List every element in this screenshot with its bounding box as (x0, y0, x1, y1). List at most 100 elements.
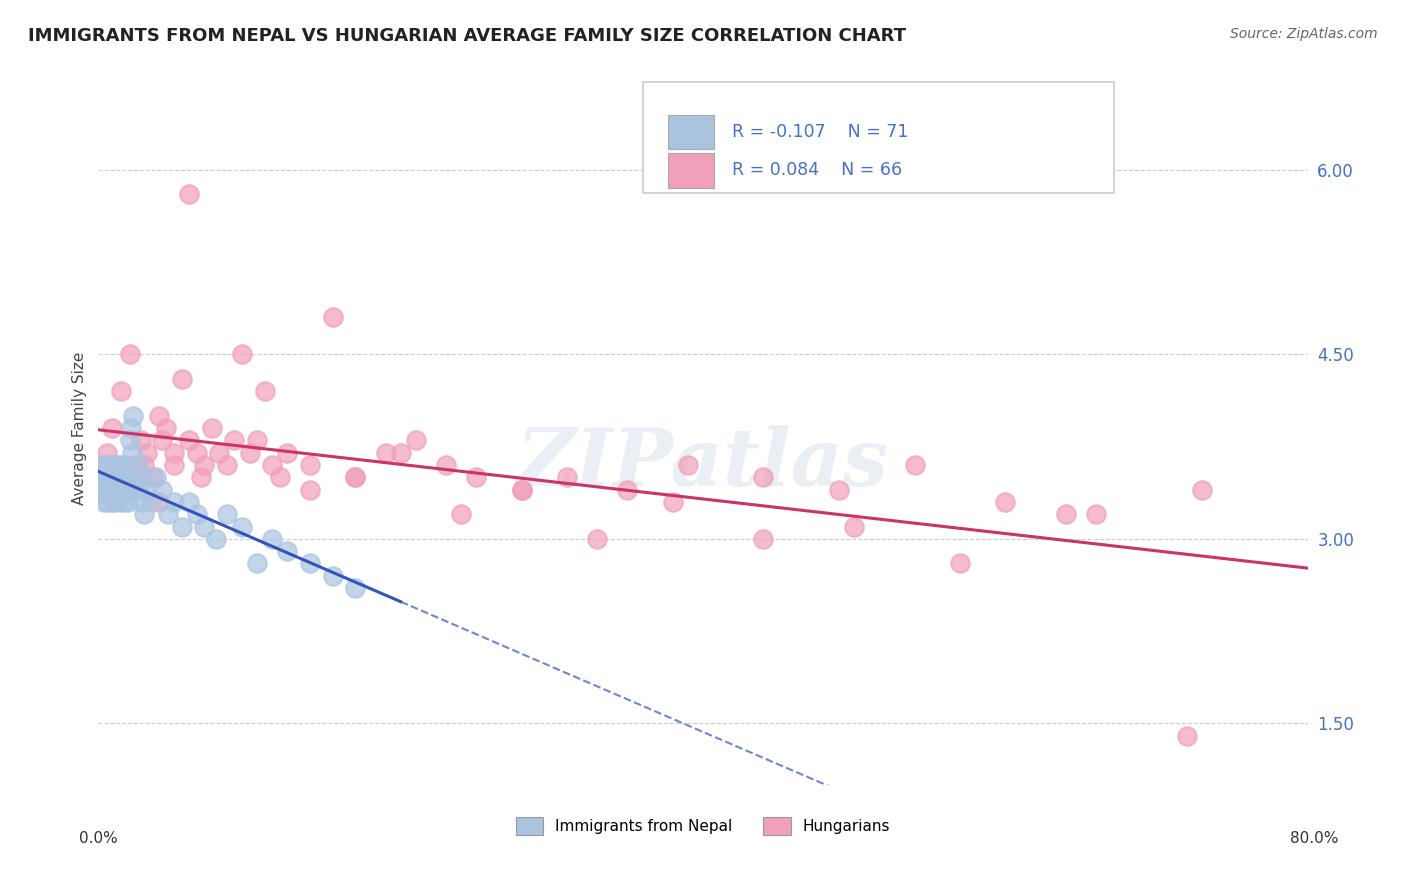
Point (122, 409, 145, 423)
Point (97, 483, 120, 497)
Point (91, 470, 114, 484)
Point (215, 508, 238, 522)
Point (117, 495, 139, 509)
Point (114, 483, 136, 497)
FancyBboxPatch shape (668, 115, 714, 149)
Point (253, 384, 276, 399)
Text: Source: ZipAtlas.com: Source: ZipAtlas.com (1230, 27, 1378, 41)
Point (89, 483, 111, 497)
Point (114, 470, 136, 484)
Point (262, 458, 284, 472)
Point (91, 483, 114, 497)
Point (239, 446, 262, 460)
Point (90, 470, 112, 484)
Point (1085, 508, 1108, 522)
Point (145, 470, 167, 484)
Point (322, 310, 344, 325)
Point (150, 483, 173, 497)
Point (108, 483, 131, 497)
Point (246, 557, 269, 571)
Point (104, 470, 127, 484)
Point (129, 434, 152, 448)
Point (105, 470, 128, 484)
Text: R = -0.107    N = 71: R = -0.107 N = 71 (733, 123, 908, 141)
Point (120, 421, 142, 435)
Point (112, 483, 135, 497)
Point (205, 532, 228, 546)
Point (98, 483, 121, 497)
Point (844, 519, 866, 533)
Point (101, 495, 124, 509)
Point (129, 495, 152, 509)
Point (115, 483, 138, 497)
Point (101, 470, 124, 484)
Point (90, 458, 112, 472)
Point (112, 458, 135, 472)
Point (96, 470, 118, 484)
Point (374, 446, 396, 460)
Y-axis label: Average Family Size: Average Family Size (72, 351, 87, 505)
Point (120, 347, 142, 361)
Point (103, 483, 125, 497)
Point (828, 483, 851, 497)
Point (170, 519, 193, 533)
Point (616, 483, 638, 497)
Point (231, 347, 253, 361)
Point (344, 470, 367, 484)
FancyBboxPatch shape (668, 153, 714, 187)
Point (105, 470, 128, 484)
Point (389, 446, 412, 460)
Point (135, 446, 157, 460)
Point (98, 458, 121, 472)
Point (752, 470, 775, 484)
Point (344, 470, 367, 484)
Point (108, 470, 131, 484)
Point (104, 495, 127, 509)
Point (124, 458, 146, 472)
Point (661, 495, 683, 509)
Point (405, 434, 427, 448)
Point (110, 483, 132, 497)
Point (322, 569, 344, 583)
Point (676, 458, 699, 472)
Point (120, 434, 142, 448)
Point (148, 409, 170, 423)
Point (156, 508, 179, 522)
Point (141, 495, 163, 509)
Point (510, 483, 533, 497)
Point (121, 446, 143, 460)
Point (118, 470, 141, 484)
Point (752, 532, 775, 546)
Point (299, 458, 322, 472)
Point (111, 495, 134, 509)
Point (131, 470, 153, 484)
Point (150, 434, 173, 448)
Point (246, 434, 269, 448)
Point (121, 470, 143, 484)
Point (224, 434, 246, 448)
Point (118, 483, 141, 497)
Point (170, 372, 193, 386)
Point (101, 421, 124, 435)
Point (135, 483, 157, 497)
Point (94, 458, 117, 472)
Point (510, 483, 533, 497)
FancyBboxPatch shape (643, 82, 1114, 193)
Point (949, 557, 972, 571)
Point (994, 495, 1017, 509)
Point (179, 187, 201, 202)
Point (586, 532, 609, 546)
Point (118, 470, 141, 484)
Point (100, 470, 122, 484)
Point (193, 458, 215, 472)
Point (114, 483, 136, 497)
Point (132, 508, 155, 522)
Point (163, 458, 186, 472)
Point (179, 434, 201, 448)
Point (103, 483, 125, 497)
Point (269, 470, 291, 484)
Point (155, 421, 177, 435)
Point (148, 495, 170, 509)
Point (100, 483, 122, 497)
Point (163, 495, 186, 509)
